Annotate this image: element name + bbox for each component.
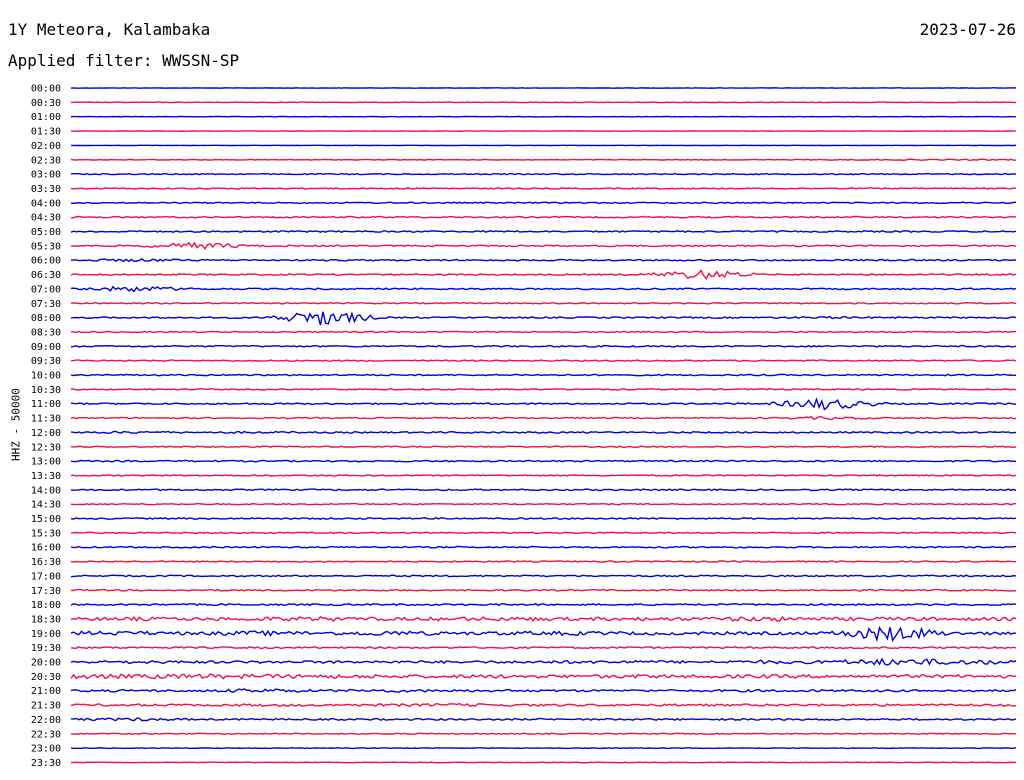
trace-line	[70, 158, 1017, 162]
trace-line	[70, 517, 1017, 520]
tick-label: 01:00	[31, 112, 61, 123]
tick-label: 05:30	[31, 241, 61, 252]
tick-label: 18:00	[31, 600, 61, 611]
trace-line	[70, 560, 1017, 563]
tick-label: 15:30	[31, 528, 61, 539]
trace-line	[70, 445, 1017, 449]
tick-label: 13:00	[31, 457, 61, 468]
tick-label: 02:30	[31, 155, 61, 166]
trace-line	[70, 388, 1017, 391]
tick-label: 22:30	[31, 729, 61, 740]
trace-line	[70, 603, 1017, 607]
tick-label: 17:00	[31, 571, 61, 582]
trace-line	[70, 625, 1016, 643]
tick-label: 07:30	[31, 299, 61, 310]
tick-label: 02:00	[31, 141, 61, 152]
tick-label: 16:30	[31, 557, 61, 568]
tick-label: 18:30	[31, 614, 61, 625]
tick-label: 11:30	[31, 414, 61, 425]
trace-line	[70, 359, 1017, 362]
tick-label: 03:30	[31, 184, 61, 195]
tick-label: 19:30	[31, 643, 61, 654]
trace-line	[70, 657, 1017, 666]
trace-line	[70, 285, 1017, 293]
tick-label: 08:30	[31, 327, 61, 338]
trace-line	[70, 459, 1017, 463]
trace-line	[70, 397, 1016, 411]
trace-line	[70, 761, 1017, 764]
tick-label: 11:00	[31, 399, 61, 410]
trace-line	[70, 311, 1017, 326]
trace-line	[70, 646, 1017, 650]
trace-line	[70, 673, 1017, 680]
trace-line	[70, 732, 1017, 735]
trace-line	[70, 201, 1017, 205]
date-label: 2023-07-26	[919, 20, 1016, 39]
filter-label: Applied filter: WWSSN-SP	[8, 51, 240, 70]
tick-label: 12:00	[31, 428, 61, 439]
tick-label: 03:00	[31, 170, 61, 181]
trace-line	[70, 430, 1017, 435]
station-title: 1Y Meteora, Kalambaka	[8, 20, 211, 39]
tick-label: 07:00	[31, 284, 61, 295]
tick-label: 00:30	[31, 98, 61, 109]
trace-line	[70, 172, 1017, 176]
tick-label: 09:30	[31, 356, 61, 367]
trace-line	[70, 531, 1017, 535]
trace-line	[70, 574, 1017, 578]
trace-line	[70, 702, 1017, 708]
trace-line	[70, 187, 1017, 190]
trace-line	[70, 230, 1017, 233]
trace-line	[71, 101, 1017, 104]
tick-label: 14:30	[31, 500, 61, 511]
tick-label: 13:30	[31, 471, 61, 482]
trace-line	[70, 545, 1017, 549]
tick-label: 23:30	[31, 758, 61, 769]
tick-label: 06:00	[31, 256, 61, 267]
tick-label: 00:00	[31, 84, 61, 95]
trace-line	[70, 269, 1017, 280]
trace-line	[70, 330, 1017, 334]
trace-line	[70, 373, 1017, 377]
tick-label: 21:30	[31, 701, 61, 712]
trace-line	[70, 747, 1017, 750]
trace-line	[70, 474, 1017, 477]
trace-line	[70, 241, 1017, 251]
tick-label: 16:00	[31, 543, 61, 554]
tick-label: 10:30	[31, 385, 61, 396]
tick-label: 04:30	[31, 213, 61, 224]
tick-label: 15:00	[31, 514, 61, 525]
trace-line	[70, 258, 1017, 263]
trace-line	[70, 488, 1017, 492]
tick-label: 01:30	[31, 127, 61, 138]
trace-line	[70, 215, 1017, 219]
trace-line	[70, 301, 1017, 305]
tick-label: 08:00	[31, 313, 61, 324]
tick-label: 19:00	[31, 629, 61, 640]
trace-line	[70, 717, 1017, 722]
trace-line	[70, 502, 1017, 506]
tick-label: 04:00	[31, 198, 61, 209]
tick-label: 20:30	[31, 672, 61, 683]
tick-label: 20:00	[31, 658, 61, 669]
trace-line	[70, 415, 1016, 421]
tick-label: 23:00	[31, 744, 61, 755]
tick-label: 14:00	[31, 485, 61, 496]
trace-line	[70, 588, 1017, 592]
tick-label: 12:30	[31, 442, 61, 453]
tick-label: 05:00	[31, 227, 61, 238]
trace-line	[70, 688, 1017, 693]
tick-label: 22:00	[31, 715, 61, 726]
trace-line	[70, 344, 1017, 348]
tick-label: 09:00	[31, 342, 61, 353]
tick-label: 06:30	[31, 270, 61, 281]
tick-label: 17:30	[31, 586, 61, 597]
tick-label: 10:00	[31, 371, 61, 382]
trace-line	[70, 615, 1017, 622]
tick-label: 21:00	[31, 686, 61, 697]
